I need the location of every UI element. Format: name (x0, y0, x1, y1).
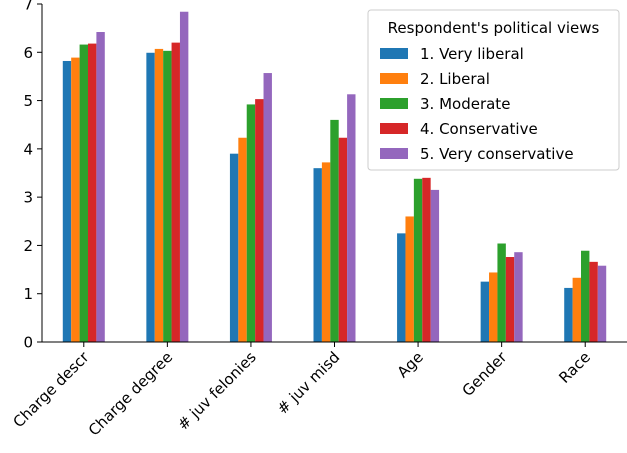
x-tick-label: # juv misd (273, 348, 343, 418)
legend-box (367, 9, 620, 171)
x-tick-label: Gender (459, 348, 511, 400)
legend-swatch-1 (380, 48, 408, 59)
legend-label-1: 1. Very liberal (420, 45, 524, 63)
legend-label-5: 5. Very conservative (420, 145, 574, 163)
bar-2-series-3 (163, 50, 172, 343)
y-tick-label: 6 (23, 44, 33, 62)
bar-2-series-4 (171, 42, 180, 342)
bar-5-series-3 (413, 178, 423, 342)
bar-5-series-2 (405, 216, 414, 342)
legend-swatch-2 (380, 73, 408, 84)
x-tick-label: Age (394, 348, 427, 381)
x-tick-label: Charge degree (85, 348, 176, 439)
bar-3-series-2 (238, 137, 247, 342)
bar-3-series-4 (255, 99, 264, 343)
bar-1-series-5 (96, 32, 105, 342)
bar-2-series-1 (146, 52, 155, 343)
bar-5-series-4 (422, 177, 431, 342)
bar-6-series-3 (497, 243, 506, 342)
y-tick-label: 7 (23, 0, 33, 14)
bar-7-series-2 (572, 277, 582, 342)
bar-6-series-2 (489, 272, 498, 342)
legend-swatch-4 (380, 123, 408, 134)
bar-4-series-4 (338, 137, 348, 342)
bar-4-series-3 (330, 119, 339, 342)
bar-1-series-1 (62, 60, 72, 342)
bar-7-series-5 (597, 265, 607, 342)
legend-label-4: 4. Conservative (420, 120, 538, 138)
bar-4-series-1 (313, 168, 322, 342)
bar-6-series-5 (514, 252, 523, 342)
bar-3-series-5 (263, 73, 272, 343)
x-tick-label: Charge descr (9, 348, 93, 432)
bar-1-series-3 (79, 44, 88, 343)
bar-3-series-3 (246, 104, 256, 343)
y-tick-label: 5 (23, 92, 33, 110)
legend-swatch-3 (380, 98, 408, 109)
bar-6-series-4 (505, 257, 515, 342)
x-tick-label: Race (555, 348, 594, 387)
legend-label-2: 2. Liberal (420, 70, 490, 88)
y-tick-label: 3 (23, 189, 33, 207)
bar-6-series-1 (480, 281, 490, 342)
legend-title: Respondent's political views (388, 19, 600, 37)
legend: Respondent's political views 1. Very libe… (367, 9, 620, 171)
y-tick-label: 4 (23, 140, 33, 158)
y-tick-label: 2 (23, 237, 33, 255)
x-tick-label: # juv felonies (174, 348, 260, 434)
bar-7-series-4 (589, 261, 598, 342)
bar-7-series-3 (581, 250, 590, 342)
bar-1-series-4 (87, 43, 97, 343)
bar-4-series-5 (347, 94, 356, 342)
legend-swatch-5 (380, 148, 408, 159)
bars-group (62, 11, 607, 343)
y-tick-label: 0 (23, 334, 33, 352)
y-tick-label: 1 (23, 285, 33, 303)
bar-5-series-1 (397, 233, 406, 342)
bar-1-series-2 (71, 57, 80, 342)
bar-3-series-1 (229, 153, 239, 342)
bar-2-series-2 (154, 48, 164, 342)
legend-label-3: 3. Moderate (420, 95, 510, 113)
bar-4-series-2 (321, 162, 331, 342)
bar-2-series-5 (179, 11, 189, 342)
bar-7-series-1 (564, 287, 573, 342)
bar-5-series-5 (430, 189, 440, 342)
